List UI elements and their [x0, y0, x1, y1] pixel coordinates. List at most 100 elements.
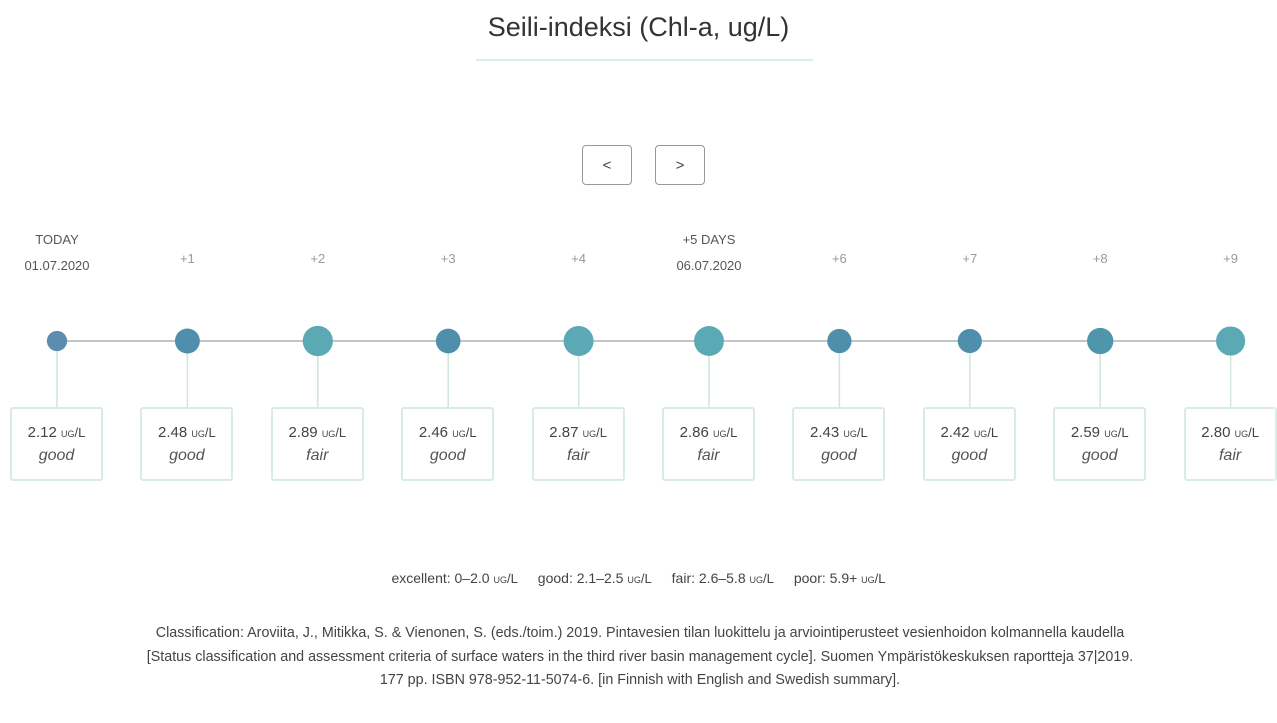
unit: ug/L [582, 425, 607, 440]
value: 2.46 [418, 424, 449, 441]
unit: ug/L [973, 425, 999, 440]
value: 2.89 [288, 424, 318, 441]
day-header: TODAY 01.07.2020 [0, 227, 117, 279]
next-button[interactable]: > [655, 145, 705, 185]
unit: ug/L [713, 425, 738, 440]
day-label: 06.07.2020 [676, 258, 742, 273]
value-box: 2.43 ug/L good [792, 407, 886, 481]
legend-label: fair: 2.6–5.8 [671, 570, 746, 586]
day-header: +9 [1171, 246, 1277, 272]
legend-item: excellent: 0–2.0 ug/L [391, 570, 517, 586]
value: 2.80 [1201, 424, 1231, 441]
value-line: 2.46 ug/L [403, 424, 492, 441]
legend-label: good: 2.1–2.5 [537, 570, 624, 586]
day-label: +4 [571, 251, 586, 266]
day-marker [957, 328, 982, 354]
value: 2.43 [810, 424, 840, 441]
day-marker [46, 330, 68, 352]
value-line: 2.80 ug/L [1186, 424, 1275, 441]
day-header: +4 [519, 246, 639, 272]
value-box: 2.48 ug/L good [140, 407, 234, 481]
day-header: +2 [258, 246, 378, 272]
legend-unit: ug/L [493, 571, 518, 586]
unit: ug/L [1234, 425, 1259, 440]
legend-unit: ug/L [749, 571, 774, 586]
legend-item: good: 2.1–2.5 ug/L [538, 570, 652, 586]
value-line: 2.89 ug/L [273, 424, 362, 441]
legend-label: poor: 5.9+ [793, 570, 858, 586]
value-box: 2.80 ug/L fair [1183, 407, 1277, 481]
unit: ug/L [1104, 425, 1129, 440]
day-header: +8 [1040, 246, 1160, 272]
day-label: +9 [1223, 251, 1238, 266]
value: 2.48 [158, 424, 188, 441]
day-marker [174, 328, 200, 354]
status: good [1081, 447, 1118, 464]
day-marker [827, 328, 852, 354]
status: fair [1218, 447, 1242, 464]
day-marker [1087, 327, 1114, 355]
value-box: 2.12 ug/L good [10, 407, 103, 481]
day-label: +6 [831, 251, 847, 266]
day-header: +3 [388, 246, 508, 272]
day-marker [435, 328, 461, 354]
day-label: +2 [310, 251, 326, 266]
unit: ug/L [321, 425, 347, 440]
value-box: 2.87 ug/L fair [531, 407, 625, 481]
day-label: +5 DAYS [682, 232, 736, 247]
value-box: 2.46 ug/L good [401, 407, 495, 481]
status: good [951, 447, 988, 464]
prev-button[interactable]: < [582, 145, 632, 185]
day-marker [563, 325, 594, 357]
legend-label: excellent: 0–2.0 [391, 570, 490, 586]
value: 2.42 [940, 424, 970, 441]
citation: Classification: Aroviita, J., Mitikka, S… [146, 625, 1134, 688]
day-label: TODAY [35, 232, 79, 247]
status: fair [306, 447, 329, 464]
value-line: 2.42 ug/L [925, 424, 1014, 441]
value-line: 2.48 ug/L [142, 424, 231, 441]
day-marker [302, 325, 333, 357]
unit: ug/L [452, 425, 477, 440]
value-line: 2.86 ug/L [664, 424, 753, 441]
value: 2.59 [1070, 424, 1101, 441]
legend-item: poor: 5.9+ ug/L [794, 570, 886, 586]
status: good [38, 447, 75, 464]
value-line: 2.59 ug/L [1055, 424, 1144, 441]
day-header: +5 DAYS 06.07.2020 [649, 227, 769, 279]
status: good [429, 447, 466, 464]
value-box: 2.42 ug/L good [922, 407, 1016, 481]
legend-unit: ug/L [627, 571, 652, 586]
legend-item: fair: 2.6–5.8 ug/L [672, 570, 774, 586]
day-header: +7 [910, 246, 1030, 272]
day-header: +1 [127, 246, 247, 272]
value: 2.86 [679, 424, 709, 441]
day-header: +6 [779, 246, 899, 272]
status: fair [566, 447, 590, 464]
day-label: +1 [179, 251, 195, 266]
title: Seili-indeksi (Chl-a, ug/L) [487, 12, 790, 42]
value-line: 2.43 ug/L [794, 424, 883, 441]
day-marker [694, 326, 724, 356]
value-line: 2.87 ug/L [534, 424, 623, 441]
unit: ug/L [843, 425, 868, 440]
value-box: 2.89 ug/L fair [270, 407, 364, 481]
day-label: 01.07.2020 [24, 258, 90, 273]
day-label: +8 [1092, 251, 1108, 266]
status: good [821, 447, 857, 464]
unit: ug/L [61, 425, 86, 440]
value-box: 2.86 ug/L fair [662, 407, 755, 481]
day-label: +7 [962, 251, 978, 266]
legend-unit: ug/L [861, 571, 886, 586]
status: good [169, 447, 205, 464]
value-line: 2.12 ug/L [12, 424, 101, 441]
value: 2.12 [27, 424, 57, 441]
unit: ug/L [191, 425, 216, 440]
value-box: 2.59 ug/L good [1053, 407, 1147, 481]
day-label: +3 [440, 251, 456, 266]
status: fair [697, 447, 720, 464]
legend: excellent: 0–2.0 ug/L good: 2.1–2.5 ug/L f… [0, 570, 1277, 586]
title-underline [476, 59, 813, 61]
